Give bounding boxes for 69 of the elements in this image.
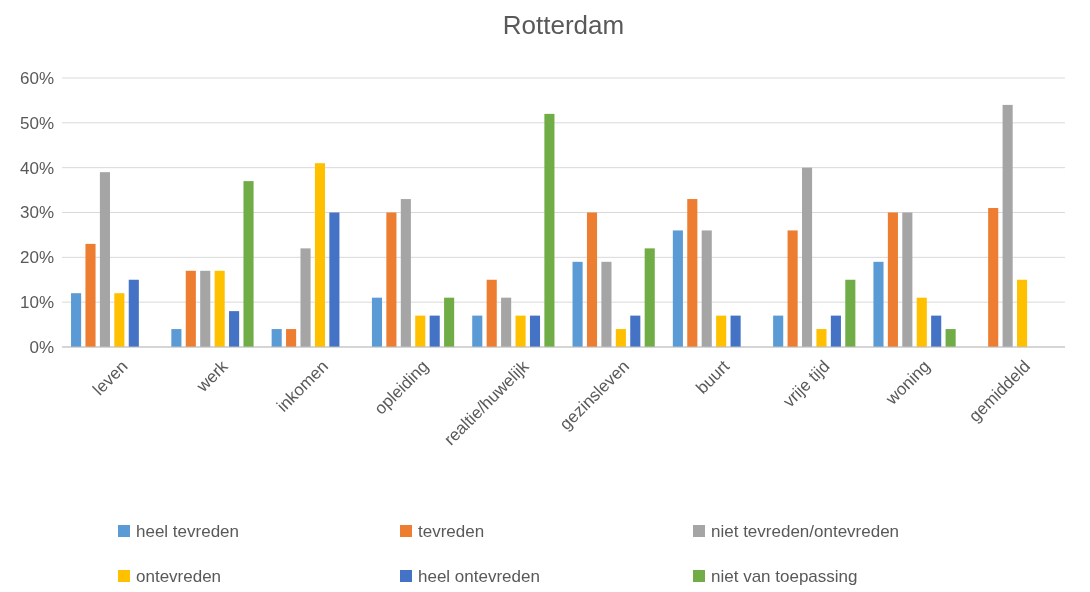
y-tick-label: 20% xyxy=(19,248,54,268)
y-tick-label: 40% xyxy=(19,158,54,178)
bar xyxy=(185,270,196,347)
bar xyxy=(601,261,612,347)
bar xyxy=(816,329,827,347)
y-tick-label: 60% xyxy=(19,68,54,88)
legend-label: ontevreden xyxy=(136,566,222,586)
bar xyxy=(371,297,383,347)
bar xyxy=(687,199,698,347)
bar xyxy=(1017,279,1028,347)
bar xyxy=(873,261,884,347)
bar xyxy=(386,212,397,347)
bar xyxy=(630,315,641,347)
bar xyxy=(787,230,798,347)
bar xyxy=(931,315,942,347)
bar xyxy=(229,311,240,347)
bar xyxy=(415,315,426,347)
bar xyxy=(902,212,913,347)
bar xyxy=(801,167,813,347)
bar xyxy=(329,212,340,347)
y-tick-label: 30% xyxy=(19,203,54,223)
bar xyxy=(572,261,583,347)
bar xyxy=(486,279,497,347)
bar xyxy=(501,297,512,347)
bar xyxy=(214,270,225,347)
bar xyxy=(114,293,125,347)
bar xyxy=(644,248,655,347)
bar xyxy=(945,329,956,347)
bar xyxy=(314,163,326,347)
bar xyxy=(271,329,282,347)
legend-label: niet tevreden/ontevreden xyxy=(711,521,900,541)
bar xyxy=(400,199,411,347)
legend-label: tevreden xyxy=(418,521,485,541)
bar xyxy=(615,329,626,347)
bar xyxy=(830,315,841,347)
bar xyxy=(988,208,999,347)
bar xyxy=(916,297,927,347)
bar xyxy=(529,315,541,347)
chart-title: Rotterdam xyxy=(502,10,625,40)
bar xyxy=(1002,104,1013,347)
bar xyxy=(586,212,598,347)
bar xyxy=(99,172,110,347)
bar xyxy=(716,315,727,347)
bar xyxy=(429,315,440,347)
bar xyxy=(472,315,483,347)
x-tick-label: vrije tijd xyxy=(779,356,834,411)
bar xyxy=(701,230,712,347)
bar xyxy=(286,329,297,347)
y-tick-label: 10% xyxy=(19,293,54,313)
bar xyxy=(200,270,211,347)
bar xyxy=(773,315,784,347)
bar xyxy=(444,297,455,347)
bar xyxy=(71,293,82,347)
bar xyxy=(515,315,526,347)
bar xyxy=(730,315,741,347)
bar xyxy=(887,212,898,347)
bar xyxy=(171,329,182,347)
bar xyxy=(845,279,856,347)
bar xyxy=(672,230,683,347)
legend-label: niet van toepassing xyxy=(711,566,858,586)
legend-label: heel tevreden xyxy=(136,521,240,541)
bar xyxy=(544,113,555,347)
bar xyxy=(300,248,311,347)
bar xyxy=(243,181,254,347)
bar xyxy=(128,279,139,347)
legend-label: heel ontevreden xyxy=(418,566,540,586)
bar xyxy=(85,243,96,347)
y-tick-label: 50% xyxy=(19,113,54,133)
y-tick-label: 0% xyxy=(29,337,54,357)
